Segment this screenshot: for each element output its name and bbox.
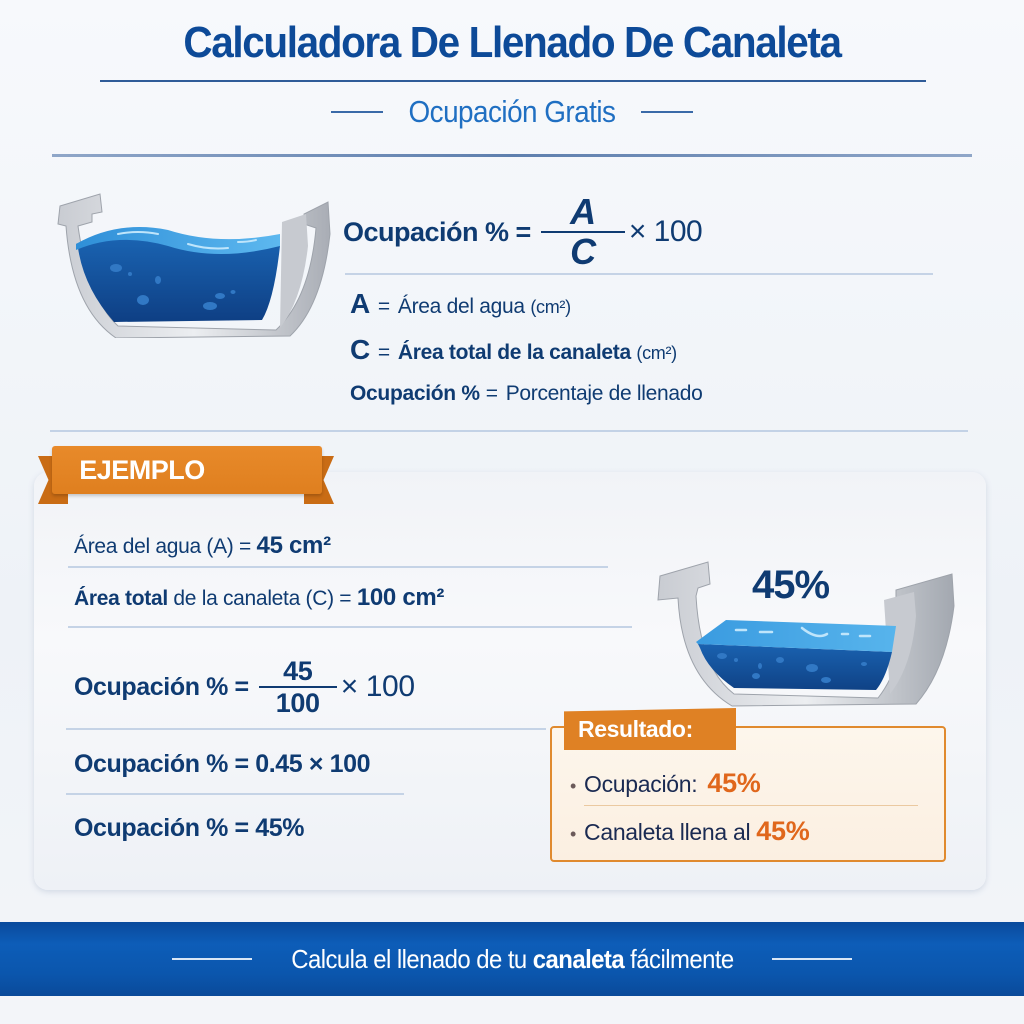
result-title: Resultado:: [564, 708, 736, 750]
result-value: 45%: [707, 768, 761, 798]
formula-fraction: A C: [540, 191, 625, 272]
formula-denominator: C: [570, 231, 596, 272]
legend-item-a: A = Área del agua (cm²): [350, 288, 571, 319]
water-area-value: 45 cm²: [256, 532, 332, 559]
subtitle: Ocupación Gratis: [408, 94, 616, 129]
bullet-icon: •: [570, 824, 577, 844]
total-area-value: 100 cm²: [356, 584, 445, 611]
example-total-area: Área total de la canaleta (C) = 100 cm²: [74, 584, 445, 611]
footer-dash-left: [171, 958, 252, 960]
example-ribbon: EJEMPLO: [38, 446, 338, 506]
example-step-1: Ocupación % = 45 100 × 100: [74, 656, 415, 718]
result-item-ocupacion: • Ocupación: 45%: [570, 768, 761, 799]
example-divider-3: [66, 728, 546, 730]
example-water-area: Área del agua (A) = 45 cm²: [74, 532, 332, 559]
legend-item-c: C = Área total de la canaleta (cm²): [350, 334, 677, 365]
formula-divider: [345, 273, 933, 275]
section-divider: [50, 430, 968, 432]
example-divider-1: [68, 566, 608, 568]
legend-unit: (cm²): [530, 297, 571, 317]
footer-dash-right: [772, 958, 853, 960]
example-divider-4: [66, 793, 404, 795]
example-divider-2: [68, 626, 632, 628]
bullet-icon: •: [570, 776, 577, 796]
formula-numerator: A: [570, 191, 596, 232]
fraction-bar: [258, 686, 337, 688]
subtitle-dash-right: [640, 111, 693, 113]
result-label: Canaleta llena al: [584, 819, 751, 845]
legend-unit: (cm²): [636, 343, 677, 363]
footer-banner: Calcula el llenado de tu canaleta fácilm…: [0, 922, 1024, 996]
example-step-2: Ocupación % = 0.45 × 100: [74, 750, 371, 778]
subtitle-row: Ocupación Gratis: [0, 90, 1024, 134]
ribbon-label: EJEMPLO: [79, 454, 205, 485]
title-divider: [100, 80, 926, 82]
page-title: Calculadora De Llenado De Canaleta: [183, 18, 842, 67]
formula-lhs: Ocupación % =: [343, 216, 531, 247]
ribbon-body: EJEMPLO: [52, 446, 322, 494]
result-label: Ocupación:: [584, 771, 698, 797]
header-divider: [52, 154, 972, 157]
gutter-flat-water-icon: [657, 561, 955, 707]
legend-key: A: [350, 288, 370, 319]
result-value: 45%: [756, 816, 810, 846]
result-item-canaleta: • Canaleta llena al 45%: [570, 816, 810, 847]
legend-key: Ocupación %: [350, 382, 480, 405]
gutter-percentage: 45%: [752, 563, 830, 607]
subtitle-dash-left: [331, 111, 384, 113]
main-formula: Ocupación % = A C × 100: [343, 190, 708, 274]
result-divider: [584, 805, 918, 806]
fraction-bar: [540, 231, 625, 233]
formula-multiplier: × 100: [628, 215, 703, 248]
gutter-wavy-water-icon: [57, 193, 331, 338]
legend-text: Porcentaje de llenado: [505, 382, 703, 405]
legend-key: C: [350, 334, 370, 365]
legend-text: Área total de la canaleta: [397, 341, 631, 364]
legend-text: Área del agua: [397, 295, 525, 318]
example-fraction: 45 100: [258, 656, 337, 718]
example-step-3: Ocupación % = 45%: [74, 814, 305, 842]
legend-item-ocupacion: Ocupación % = Porcentaje de llenado: [350, 382, 703, 405]
footer-text: Calcula el llenado de tu canaleta fácilm…: [290, 943, 734, 974]
